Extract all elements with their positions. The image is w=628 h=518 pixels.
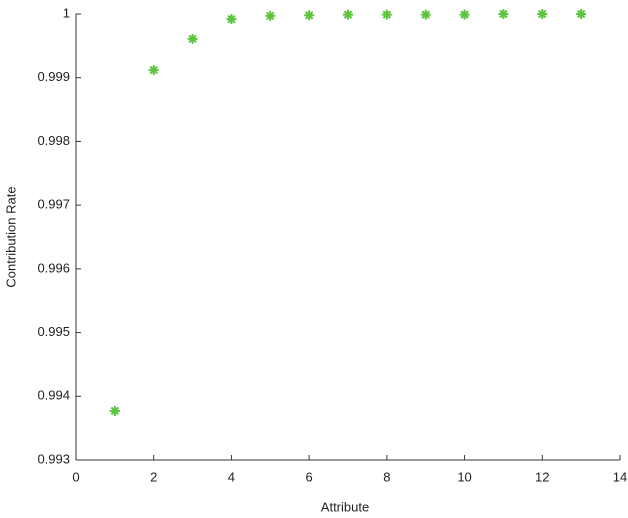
x-tick-label: 4 (228, 469, 235, 484)
point (459, 9, 470, 20)
x-tick-label: 8 (383, 469, 390, 484)
x-tick-label: 10 (457, 469, 471, 484)
y-tick-label: 0.999 (37, 69, 70, 84)
y-tick-label: 0.997 (37, 197, 70, 212)
x-tick-label: 2 (150, 469, 157, 484)
y-tick-label: 1 (63, 5, 70, 20)
x-tick-label: 0 (72, 469, 79, 484)
x-tick-label: 12 (535, 469, 549, 484)
point (498, 9, 509, 19)
y-tick-label: 0.998 (37, 133, 70, 148)
point (265, 10, 276, 21)
y-axis-label: Contribution Rate (3, 186, 18, 287)
point (226, 14, 237, 25)
x-tick-label: 6 (306, 469, 313, 484)
x-tick-label: 14 (613, 469, 627, 484)
point (420, 9, 431, 20)
point (187, 33, 198, 44)
y-tick-label: 0.995 (37, 324, 70, 339)
point (148, 65, 159, 76)
y-tick-label: 0.993 (37, 451, 70, 466)
point (343, 9, 353, 20)
x-axis-label: Attribute (321, 499, 369, 514)
point (381, 9, 392, 20)
point (109, 405, 120, 416)
y-tick-label: 0.996 (37, 260, 70, 275)
point (304, 10, 315, 21)
point (576, 9, 587, 19)
point (537, 9, 548, 19)
y-tick-label: 0.994 (37, 388, 70, 403)
